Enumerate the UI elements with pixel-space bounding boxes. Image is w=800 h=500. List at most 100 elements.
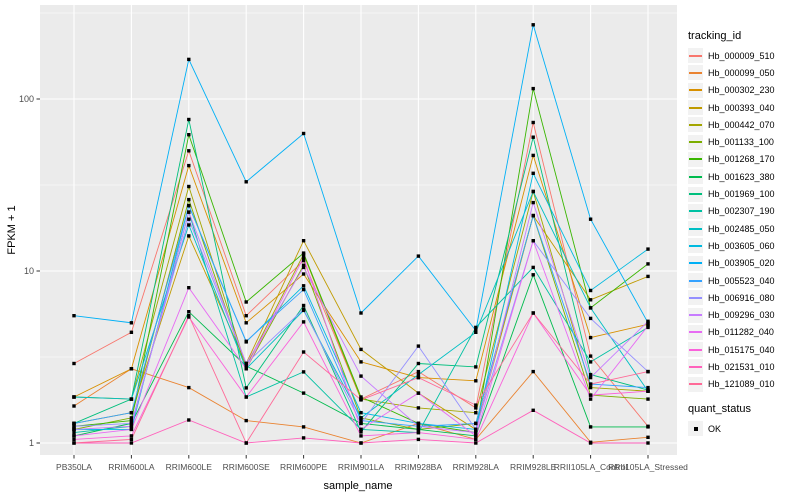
- data-point: [646, 262, 650, 266]
- data-point: [187, 203, 191, 208]
- legend-key: [688, 134, 703, 150]
- legend-item-Hb_001133_100: Hb_001133_100: [688, 133, 800, 150]
- data-point: [359, 421, 363, 426]
- data-point: [474, 406, 478, 410]
- legend-item-Hb_000099_050: Hb_000099_050: [688, 64, 800, 81]
- legend-key-line-icon: [689, 331, 702, 334]
- data-point: [646, 247, 650, 251]
- data-point: [187, 234, 191, 238]
- data-point: [474, 365, 478, 369]
- data-point: [416, 344, 421, 348]
- data-point: [244, 418, 248, 423]
- data-point: [416, 375, 421, 380]
- data-point: [244, 395, 248, 399]
- legend-key: [688, 82, 703, 98]
- data-point: [531, 200, 535, 205]
- data-point: [588, 441, 593, 445]
- data-point: [187, 197, 191, 202]
- legend-item-label: Hb_003905_020: [708, 258, 775, 269]
- data-point: [531, 135, 535, 139]
- legend-item-label: Hb_001133_100: [708, 137, 774, 148]
- legend-quant-title: quant_status: [688, 402, 751, 415]
- data-point: [588, 335, 593, 340]
- data-point: [187, 184, 191, 189]
- data-point: [531, 213, 535, 218]
- data-point: [474, 379, 478, 383]
- data-point: [474, 427, 478, 432]
- legend-key: [688, 307, 703, 323]
- legend-key: [688, 100, 703, 116]
- legend-key-line-icon: [689, 89, 702, 92]
- legend: tracking_id Hb_000009_510 Hb_000099_050 Hb…: [688, 30, 800, 437]
- legend-key-line-icon: [689, 348, 702, 351]
- data-point: [416, 406, 421, 410]
- legend-key: [688, 186, 703, 202]
- legend-item-label: Hb_000302_230: [708, 85, 775, 96]
- data-point: [531, 153, 535, 158]
- data-point: [244, 386, 248, 390]
- data-point: [588, 298, 593, 302]
- legend-item-Hb_001268_170: Hb_001268_170: [688, 151, 800, 168]
- data-point: [588, 385, 593, 390]
- data-point: [301, 287, 306, 292]
- legend-key-line-icon: [689, 175, 702, 178]
- data-point: [416, 430, 421, 435]
- legend-item-Hb_003905_020: Hb_003905_020: [688, 255, 800, 272]
- data-point: [646, 369, 650, 374]
- data-point: [416, 372, 421, 377]
- x-tick-label: RRIM600LA: [108, 462, 155, 472]
- data-point: [359, 374, 363, 378]
- legend-key: [688, 324, 703, 340]
- legend-key: [688, 221, 703, 237]
- y-tick-label: 1: [29, 438, 34, 448]
- legend-item-Hb_000442_070: Hb_000442_070: [688, 116, 800, 133]
- data-point: [301, 320, 306, 324]
- data-point: [301, 391, 306, 395]
- legend-item-label: Hb_001623_380: [708, 171, 775, 182]
- data-point: [129, 441, 134, 445]
- legend-item-Hb_011282_040: Hb_011282_040: [688, 324, 800, 341]
- y-tick-label: 10: [24, 266, 34, 276]
- legend-item-ok: OK: [688, 420, 800, 437]
- data-point: [244, 321, 248, 325]
- x-tick-label: RRIM600SE: [223, 462, 271, 472]
- legend-key-line-icon: [689, 383, 702, 386]
- data-point: [301, 370, 306, 374]
- data-point: [129, 418, 134, 423]
- data-point: [474, 325, 478, 330]
- data-point: [359, 430, 363, 434]
- data-point: [72, 430, 76, 435]
- legend-key: [688, 65, 703, 81]
- data-point: [301, 263, 306, 267]
- x-tick-label: RRIM928BA: [395, 462, 443, 472]
- legend-item-label: Hb_000442_070: [708, 119, 775, 130]
- legend-item-label: Hb_121089_010: [708, 379, 775, 390]
- data-point: [588, 372, 593, 377]
- data-point: [129, 416, 134, 420]
- data-point: [474, 403, 478, 407]
- legend-item-label: Hb_002307_190: [708, 206, 775, 217]
- data-point: [531, 86, 535, 91]
- data-point: [244, 361, 248, 366]
- legend-item-label: Hb_000393_040: [708, 102, 775, 113]
- data-point: [359, 416, 363, 420]
- data-point: [72, 427, 76, 432]
- data-point: [72, 314, 76, 318]
- data-point: [301, 284, 306, 288]
- legend-item-Hb_021531_010: Hb_021531_010: [688, 358, 800, 375]
- data-point: [301, 258, 306, 263]
- data-point: [129, 434, 134, 438]
- x-tick-label: RRII105LA_Stressed: [608, 462, 688, 472]
- data-point: [359, 395, 363, 399]
- data-point: [72, 441, 76, 445]
- legend-item-label: Hb_005523_040: [708, 275, 775, 286]
- legend-item-label: Hb_001969_100: [708, 189, 775, 200]
- data-point: [416, 254, 421, 258]
- legend-item-Hb_015175_040: Hb_015175_040: [688, 341, 800, 358]
- legend-key-line-icon: [689, 210, 702, 213]
- legend-item-label: Hb_003605_060: [708, 240, 775, 251]
- data-point: [359, 434, 363, 438]
- legend-key-line-icon: [689, 279, 702, 282]
- data-point: [646, 397, 650, 401]
